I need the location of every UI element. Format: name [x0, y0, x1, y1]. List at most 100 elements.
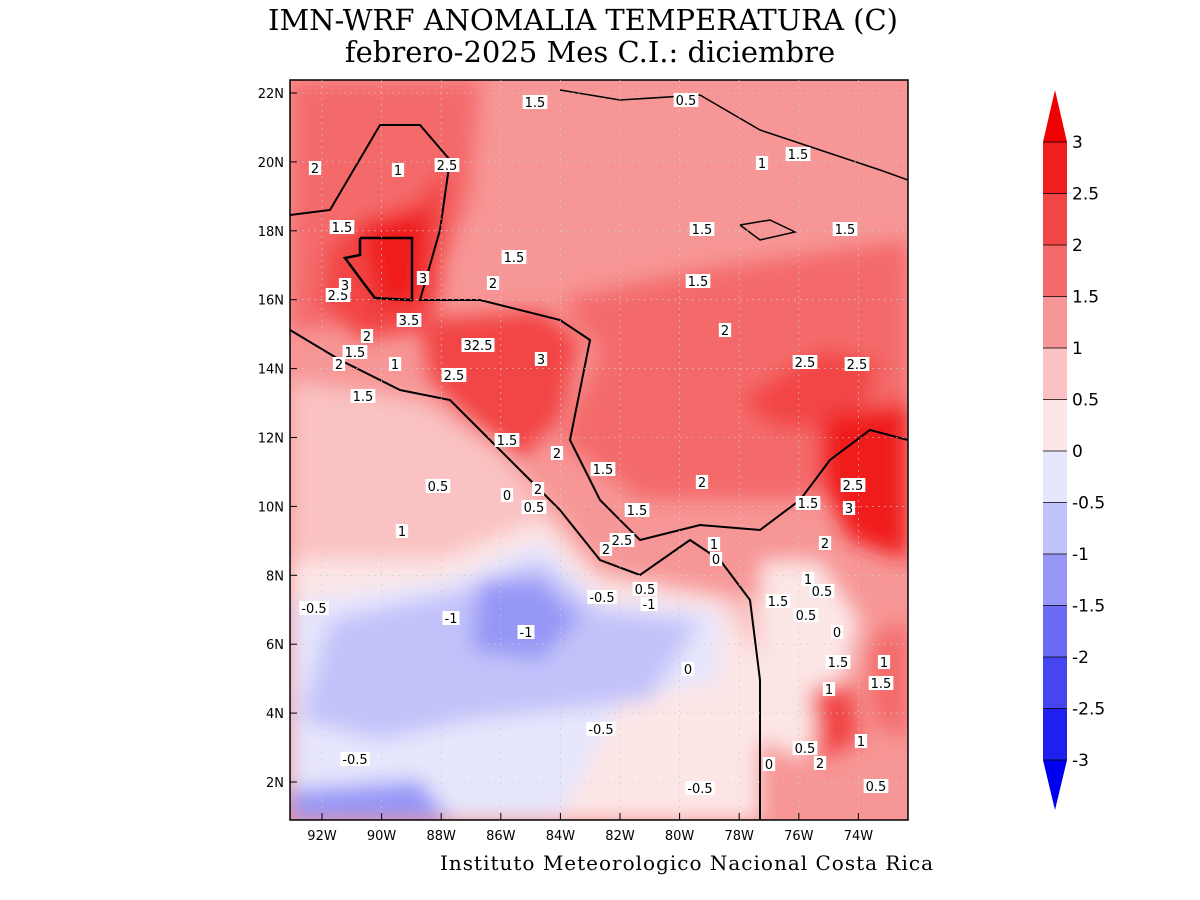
- colorbar-swatch: [1043, 296, 1067, 348]
- lon-tick-label: 84W: [546, 829, 576, 844]
- contour-label-bg: [340, 752, 370, 766]
- contour-label-bg: [842, 501, 856, 515]
- lat-tick-label: 4N: [266, 707, 284, 722]
- contour-label-bg: [707, 537, 721, 551]
- contour-label: 3: [537, 353, 545, 368]
- contour-label: -0.5: [342, 753, 367, 768]
- contour-label-bg: [342, 345, 368, 359]
- colorbar-label: -1.5: [1072, 597, 1105, 617]
- lon-tick-label: 82W: [605, 829, 635, 844]
- colorbar-label: -1: [1072, 545, 1089, 565]
- contour-label: 2.5: [843, 479, 864, 494]
- contour-label-bg: [695, 475, 709, 489]
- colorbar-swatch: [1043, 451, 1067, 503]
- colorbar-swatch: [1043, 193, 1067, 245]
- contour-label: -1: [643, 598, 656, 613]
- contour-label-bg: [755, 156, 769, 170]
- colorbar-label: 1.5: [1072, 288, 1099, 308]
- contour-label-bg: [681, 662, 695, 676]
- contour-label: 2.5: [847, 358, 868, 373]
- contour-label-bg: [792, 355, 818, 369]
- contour-label: 3: [341, 279, 349, 294]
- colorbar-label: 2: [1072, 236, 1083, 256]
- contour-label-bg: [391, 163, 405, 177]
- lat-tick-label: 6N: [266, 638, 284, 653]
- colorbar-lower-triangle: [1043, 760, 1067, 810]
- contour-label: 0.5: [812, 585, 833, 600]
- contour-label: -0.5: [589, 591, 614, 606]
- contour-label-bg: [822, 682, 836, 696]
- colorbar-upper-triangle: [1043, 90, 1067, 142]
- contour-label-bg: [685, 781, 715, 795]
- contour-label: 2: [821, 537, 829, 552]
- colorbar-label: 0: [1072, 442, 1083, 462]
- lat-tick-label: 22N: [258, 87, 284, 102]
- contour-label: 1: [804, 573, 812, 588]
- contour-label: 2.5: [612, 534, 633, 549]
- contour-label: 3.5: [399, 314, 420, 329]
- contour-label: 2: [816, 757, 824, 772]
- contour-label-bg: [689, 222, 715, 236]
- lat-tick-label: 14N: [258, 363, 284, 378]
- contour-label: 0: [684, 663, 692, 678]
- contour-label: 1.5: [871, 677, 892, 692]
- lat-tick-label: 2N: [266, 776, 284, 791]
- contour-label: 2: [363, 330, 371, 345]
- contour-label: -1: [445, 612, 458, 627]
- contour-label-bg: [434, 158, 460, 172]
- contour-label: 1.5: [627, 504, 648, 519]
- contour-label: -0.5: [687, 782, 712, 797]
- contour-label-bg: [624, 503, 650, 517]
- colorbar-label: 2.5: [1072, 185, 1099, 205]
- contour-label-bg: [609, 533, 635, 547]
- contour-label-bg: [818, 536, 832, 550]
- contour-label-bg: [534, 352, 548, 366]
- contour-label: -0.5: [301, 602, 326, 617]
- lon-tick-label: 76W: [784, 829, 814, 844]
- lon-tick-label: 80W: [665, 829, 695, 844]
- contour-label: 1: [394, 164, 402, 179]
- lon-tick-label: 90W: [367, 829, 397, 844]
- contour-label: 1.5: [353, 390, 374, 405]
- contour-label: 2.5: [795, 356, 816, 371]
- lat-tick-label: 12N: [258, 432, 284, 447]
- contour-label: 1.5: [525, 96, 546, 111]
- contour-label: 2: [721, 324, 729, 339]
- contour-label: 2.5: [444, 369, 465, 384]
- contour-label-bg: [550, 446, 564, 460]
- contour-label-bg: [795, 496, 821, 510]
- contour-label-bg: [308, 161, 322, 175]
- lat-tick-label: 10N: [258, 500, 284, 515]
- contour-label-bg: [809, 584, 835, 598]
- contour-label-bg: [441, 368, 467, 382]
- contour-label: 0.5: [796, 609, 817, 624]
- contour-label: 0: [712, 553, 720, 568]
- contour-label-bg: [801, 572, 815, 586]
- contour-label: 0.5: [635, 583, 656, 598]
- contour-label-bg: [395, 524, 409, 538]
- lat-tick-label: 8N: [266, 569, 284, 584]
- contour-label: 0: [765, 758, 773, 773]
- contour-label: 1.5: [504, 251, 525, 266]
- contour-label-bg: [494, 433, 520, 447]
- contour-label: 2.5: [437, 159, 458, 174]
- contour-label: 2.5: [328, 289, 349, 304]
- colorbar-swatch: [1043, 657, 1067, 709]
- contour-label-bg: [793, 608, 819, 622]
- lon-tick-label: 86W: [486, 829, 516, 844]
- contour-label: 2: [698, 476, 706, 491]
- contour-label-bg: [425, 479, 451, 493]
- contour-label-bg: [299, 601, 329, 615]
- contour-label: 1.5: [332, 221, 353, 236]
- contour-label-bg: [396, 313, 422, 327]
- contour-label: 0.5: [795, 742, 816, 757]
- contour-label-bg: [521, 500, 547, 514]
- contour-label: 0.5: [524, 501, 545, 516]
- colorbar-swatch: [1043, 142, 1067, 194]
- colorbar-label: 3: [1072, 133, 1083, 153]
- contour-label: 1: [398, 525, 406, 540]
- contour-label-bg: [632, 582, 658, 596]
- contour-label: 1: [825, 683, 833, 698]
- contour-label-bg: [844, 357, 870, 371]
